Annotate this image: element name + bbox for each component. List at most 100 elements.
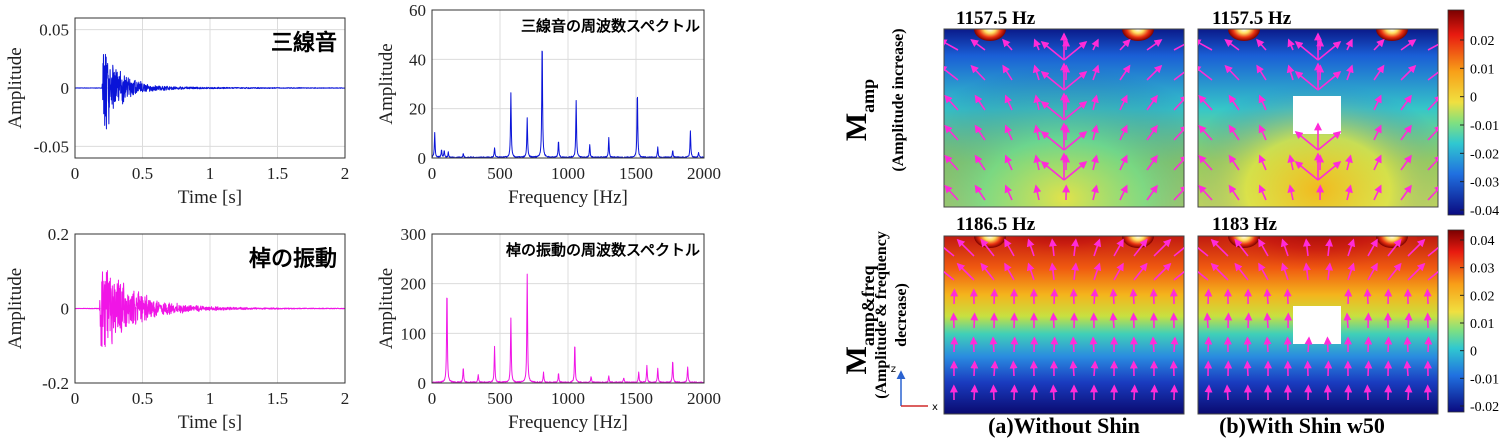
vector-arrow bbox=[1363, 288, 1372, 305]
row-desc-top: (Amplitude increase) bbox=[890, 28, 907, 171]
vector-arrow bbox=[1133, 262, 1148, 281]
x-tick-label: 0 bbox=[428, 164, 437, 183]
vector-arrow bbox=[1347, 238, 1356, 257]
vector-arrow bbox=[1373, 38, 1385, 51]
x-axis-label: Frequency [Hz] bbox=[508, 412, 628, 433]
vector-arrow bbox=[1258, 94, 1267, 111]
colorbar-top: 0.02 0.01 0 -0.01 -0.02 -0.03 -0.04 bbox=[1447, 9, 1499, 219]
vector-arrow bbox=[1091, 154, 1099, 171]
vector-arrow bbox=[1113, 262, 1124, 281]
vector-arrow bbox=[1317, 130, 1342, 151]
freq-label-a-top: 1157.5 Hz bbox=[956, 8, 1036, 29]
vector-arrow bbox=[1407, 262, 1426, 281]
vector-arrow bbox=[1049, 384, 1058, 401]
y-tick-label: 0 bbox=[418, 149, 427, 168]
vector-arrow bbox=[1347, 262, 1356, 281]
vector-arrow bbox=[1002, 64, 1013, 81]
vector-arrow bbox=[1146, 39, 1163, 51]
x-tick-label: 1 bbox=[206, 389, 215, 408]
series-line bbox=[74, 270, 346, 347]
vector-arrow bbox=[1423, 288, 1432, 305]
vector-arrow bbox=[1287, 38, 1295, 51]
vector-arrow bbox=[1427, 124, 1438, 141]
vector-arrow bbox=[1280, 238, 1289, 257]
vector-arrow bbox=[1198, 270, 1209, 281]
vector-arrow bbox=[1198, 124, 1213, 141]
x-tick-label: 2000 bbox=[687, 389, 721, 408]
vector-arrow bbox=[1427, 184, 1438, 201]
vector-arrow bbox=[956, 238, 975, 257]
vector-arrow bbox=[1384, 336, 1393, 353]
vector-arrow bbox=[1063, 160, 1088, 181]
axis-z-label: z bbox=[891, 364, 896, 375]
vector-arrow bbox=[1346, 64, 1354, 81]
vector-arrow bbox=[1149, 336, 1158, 353]
vector-arrow bbox=[1150, 384, 1159, 401]
x-tick-label: 1000 bbox=[551, 389, 585, 408]
vector-arrow bbox=[1407, 238, 1426, 257]
vector-arrow bbox=[1280, 262, 1289, 281]
vector-arrow bbox=[1263, 288, 1272, 305]
vector-arrow bbox=[1373, 94, 1382, 111]
y-tick-label: 0.05 bbox=[39, 21, 69, 40]
vector-arrow bbox=[1302, 238, 1311, 257]
vector-arrow bbox=[1294, 40, 1319, 61]
vector-arrow bbox=[1244, 312, 1253, 329]
row-label-bottom: Mamp&freq bbox=[840, 266, 878, 375]
vector-arrow bbox=[1345, 154, 1353, 171]
vector-arrow bbox=[1287, 154, 1296, 171]
vector-arrow bbox=[1210, 238, 1229, 257]
x-tick-label: 2 bbox=[341, 164, 350, 183]
vector-arrow bbox=[1427, 43, 1438, 51]
vector-arrow bbox=[1404, 384, 1413, 401]
y-tick-label: 0 bbox=[61, 79, 70, 98]
vector-arrow bbox=[1228, 184, 1240, 201]
x-tick-label: 500 bbox=[487, 164, 513, 183]
vector-arrow bbox=[1091, 38, 1099, 51]
vector-arrow bbox=[1004, 94, 1013, 111]
vector-arrow bbox=[1258, 262, 1269, 281]
freq-label-b-top: 1157.5 Hz bbox=[1212, 8, 1292, 29]
vector-arrow bbox=[1210, 262, 1229, 281]
colorbar-tick-label: 0.02 bbox=[1470, 289, 1495, 304]
vector-arrow bbox=[1173, 71, 1184, 81]
plot-frame bbox=[431, 9, 705, 159]
vector-arrow bbox=[1173, 43, 1184, 51]
x-axis-label: Frequency [Hz] bbox=[508, 187, 628, 208]
vector-arrow bbox=[1363, 384, 1372, 401]
vector-arrow bbox=[1093, 238, 1102, 257]
vector-arrow bbox=[944, 184, 959, 201]
vector-arrow bbox=[1256, 64, 1267, 81]
colorbar-tick-label: 0.01 bbox=[1470, 62, 1495, 77]
vector-arrow bbox=[1026, 238, 1035, 257]
colorbar-tick-label: 0.02 bbox=[1470, 34, 1495, 49]
vector-arrow bbox=[1258, 124, 1267, 141]
vector-arrow bbox=[1317, 160, 1342, 181]
vector-arrow bbox=[1048, 238, 1057, 257]
vector-arrow bbox=[974, 154, 986, 171]
vector-arrow bbox=[944, 39, 959, 51]
vector-arrow bbox=[1345, 184, 1353, 201]
vector-arrow bbox=[1228, 124, 1240, 141]
colorbar-tick-label: 0.01 bbox=[1470, 317, 1495, 332]
vector-arrow bbox=[1364, 360, 1373, 377]
vector-arrow bbox=[1387, 238, 1402, 257]
vector-arrow bbox=[1010, 336, 1019, 353]
vector-arrow bbox=[1258, 154, 1267, 171]
vector-arrow bbox=[1325, 262, 1334, 281]
vector-arrow bbox=[1263, 312, 1272, 329]
x-tick-label: 0.5 bbox=[132, 164, 153, 183]
vector-arrow bbox=[1224, 39, 1240, 51]
vector-arrow bbox=[1130, 384, 1139, 401]
colorbar-tick-label: 0.03 bbox=[1470, 262, 1495, 277]
vector-arrow bbox=[1063, 100, 1088, 121]
vector-arrow bbox=[1033, 184, 1042, 201]
vector-arrow bbox=[1119, 38, 1131, 51]
vector-arrow bbox=[989, 336, 998, 353]
x-tick-label: 1.5 bbox=[267, 389, 288, 408]
vector-arrow bbox=[1063, 70, 1088, 91]
vector-arrow bbox=[1343, 312, 1352, 329]
x-tick-label: 0 bbox=[71, 164, 80, 183]
vector-arrow bbox=[1317, 70, 1342, 91]
vector-arrow bbox=[1090, 360, 1099, 377]
